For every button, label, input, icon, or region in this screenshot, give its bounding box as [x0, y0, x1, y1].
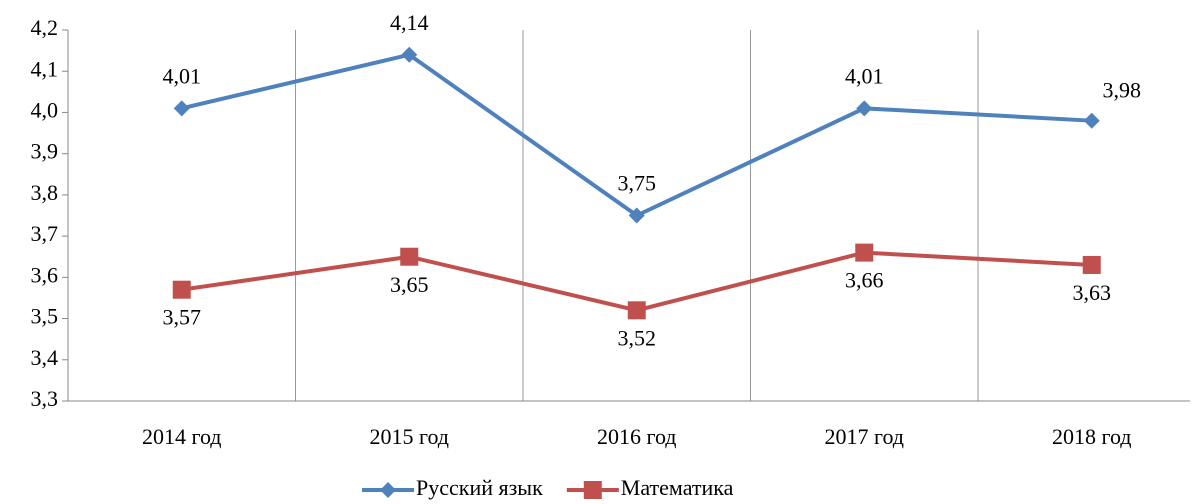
data-point: [856, 100, 873, 117]
data-label: 4,01: [845, 63, 884, 88]
legend-marker: [380, 482, 396, 498]
data-label: 3,66: [845, 268, 884, 293]
y-tick-label: 4,0: [31, 97, 59, 122]
legend-label: Математика: [621, 475, 734, 500]
y-tick-label: 4,1: [31, 56, 59, 81]
data-point: [173, 100, 190, 117]
legend-label: Русский язык: [416, 475, 543, 500]
data-point: [401, 46, 418, 63]
y-tick-label: 3,3: [31, 386, 59, 411]
y-tick-label: 3,5: [31, 304, 59, 329]
data-point: [1082, 255, 1101, 274]
data-label: 4,14: [390, 10, 429, 35]
y-tick-label: 3,4: [31, 345, 59, 370]
data-label: 3,98: [1103, 78, 1142, 103]
data-point: [400, 247, 419, 266]
x-tick-label: 2017 год: [824, 424, 904, 449]
data-point: [627, 301, 646, 320]
data-point: [172, 280, 191, 299]
x-tick-label: 2016 год: [597, 424, 677, 449]
legend-marker: [583, 481, 602, 499]
data-point: [855, 243, 874, 262]
data-point: [628, 207, 645, 224]
data-label: 3,75: [618, 171, 657, 196]
y-tick-label: 4,2: [31, 15, 59, 40]
y-tick-label: 3,6: [31, 262, 59, 287]
data-label: 3,57: [163, 305, 202, 330]
data-point: [1083, 112, 1100, 129]
data-label: 4,01: [163, 63, 202, 88]
y-tick-label: 3,7: [31, 221, 59, 246]
data-label: 3,65: [390, 272, 429, 297]
x-tick-label: 2015 год: [369, 424, 449, 449]
data-label: 3,63: [1073, 280, 1112, 305]
y-tick-label: 3,9: [31, 139, 59, 164]
y-tick-label: 3,8: [31, 180, 59, 205]
x-tick-label: 2014 год: [142, 424, 222, 449]
x-tick-label: 2018 год: [1052, 424, 1132, 449]
data-label: 3,52: [618, 325, 657, 350]
